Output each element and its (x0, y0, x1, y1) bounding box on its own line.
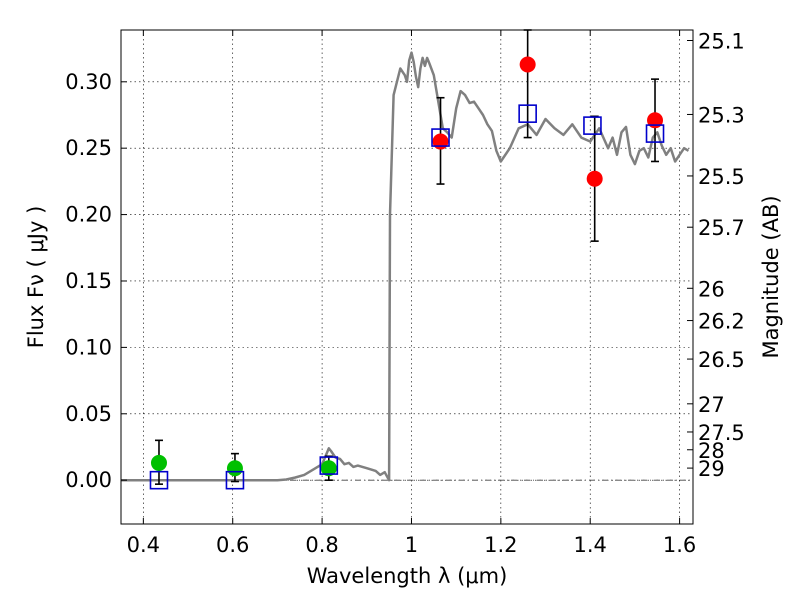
y-tick-label: 0.10 (65, 335, 112, 359)
green-data-point (150, 454, 167, 471)
x-tick-label: 1.2 (484, 533, 517, 557)
y2-axis-label: Magnitude (AB) (759, 195, 783, 358)
model-flux-square (319, 456, 339, 475)
green-data-point (226, 460, 243, 477)
model-flux-square (583, 116, 602, 135)
model-flux-square (225, 470, 245, 490)
y-tick-label: 0.25 (65, 136, 112, 160)
y-tick-label: 0.15 (65, 269, 112, 293)
y2-tick-label: 25.7 (698, 216, 745, 240)
error-bars (154, 29, 660, 485)
grid (121, 30, 693, 524)
model-flux-square (431, 128, 450, 147)
x-tick-label: 1 (405, 533, 418, 557)
ticks (121, 30, 693, 524)
y-tick-label: 0.00 (65, 468, 112, 492)
model-flux-square (518, 104, 537, 123)
y2-tick-label: 27 (698, 393, 725, 417)
y2-tick-label: 27.5 (698, 421, 745, 445)
plot-frame (120, 29, 694, 525)
y2-tick-label: 26 (698, 277, 725, 301)
y-axis-label: Flux Fν ( μJy ) (24, 206, 48, 349)
model-flux-square (645, 124, 665, 143)
model-spectrum-line (121, 51, 690, 482)
y2-tick-label: 26.5 (698, 348, 745, 372)
x-tick-label: 0.4 (127, 533, 160, 557)
y2-tick-label: 25.1 (698, 29, 745, 53)
x-tick-label: 1.6 (663, 533, 696, 557)
x-tick-label: 0.8 (305, 533, 338, 557)
red-data-point (519, 56, 536, 73)
tick-labels: 0.4 0.6 0.8 1 1.2 1.4 1.6 0.00 0.05 0.10 0.15 0.20 0… (65, 29, 745, 557)
data-points (150, 56, 664, 477)
y-tick-label: 0.20 (65, 203, 112, 227)
x-tick-label: 0.6 (216, 533, 249, 557)
model-band-fluxes (149, 104, 665, 490)
model-flux-square (149, 470, 169, 490)
red-data-point (432, 133, 449, 150)
y2-tick-label: 29 (698, 457, 725, 481)
y2-tick-label: 25.5 (698, 165, 745, 189)
y-tick-label: 0.05 (65, 402, 112, 426)
y2-tick-label: 25.3 (698, 103, 745, 127)
x-axis-label: Wavelength λ (μm) (307, 564, 508, 588)
red-data-point (586, 170, 603, 187)
x-tick-label: 1.4 (574, 533, 607, 557)
green-data-point (320, 460, 337, 477)
red-data-point (647, 112, 664, 129)
y2-tick-label: 28 (698, 439, 725, 463)
y2-tick-label: 26.2 (698, 310, 745, 334)
model-spectrum (121, 51, 690, 482)
y-tick-label: 0.30 (65, 70, 112, 94)
